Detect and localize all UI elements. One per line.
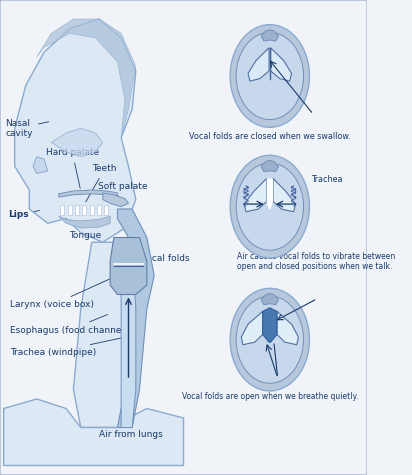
Bar — [104, 205, 108, 215]
Polygon shape — [73, 242, 132, 428]
Text: Vocal folds: Vocal folds — [133, 255, 190, 263]
Text: Trachea (windpipe): Trachea (windpipe) — [10, 338, 122, 357]
Bar — [75, 205, 79, 215]
Polygon shape — [15, 19, 136, 242]
Text: Esophagus (food channel): Esophagus (food channel) — [10, 314, 128, 334]
Polygon shape — [241, 312, 263, 345]
Text: Larynx (voice box): Larynx (voice box) — [10, 276, 115, 309]
Text: Air from lungs: Air from lungs — [99, 405, 163, 439]
Polygon shape — [273, 179, 295, 212]
Polygon shape — [267, 179, 273, 209]
Circle shape — [236, 163, 304, 250]
Bar — [89, 205, 94, 215]
Bar — [97, 205, 101, 215]
Text: Soft palate: Soft palate — [98, 182, 148, 200]
Circle shape — [230, 25, 309, 127]
Polygon shape — [4, 399, 184, 466]
Polygon shape — [261, 161, 279, 172]
Polygon shape — [277, 312, 298, 345]
Text: Tongue: Tongue — [69, 223, 101, 239]
Bar — [82, 205, 86, 215]
Text: Hard palate: Hard palate — [46, 149, 99, 188]
Bar — [68, 205, 72, 215]
Text: Vocal folds are open when we breathe quietly.: Vocal folds are open when we breathe qui… — [182, 392, 358, 401]
Polygon shape — [103, 193, 129, 207]
Polygon shape — [33, 157, 48, 173]
Circle shape — [236, 296, 304, 383]
Text: Lips: Lips — [8, 210, 40, 219]
Circle shape — [230, 288, 309, 391]
Polygon shape — [59, 216, 110, 228]
Polygon shape — [121, 247, 136, 428]
Polygon shape — [59, 190, 117, 197]
Text: Trachea: Trachea — [311, 175, 342, 183]
Polygon shape — [248, 48, 269, 81]
Polygon shape — [37, 19, 136, 138]
Text: Vocal folds are closed when we swallow.: Vocal folds are closed when we swallow. — [189, 132, 351, 141]
Text: Teeth: Teeth — [86, 164, 117, 202]
Text: Air causes vocal folds to vibrate between
open and closed positions when we talk: Air causes vocal folds to vibrate betwee… — [237, 252, 395, 271]
Polygon shape — [271, 48, 292, 81]
FancyBboxPatch shape — [0, 0, 367, 475]
Circle shape — [236, 32, 304, 120]
Bar — [60, 205, 64, 215]
Polygon shape — [110, 238, 147, 294]
Text: Nasal
cavity: Nasal cavity — [5, 119, 49, 138]
Polygon shape — [263, 308, 277, 342]
Polygon shape — [261, 30, 279, 41]
Polygon shape — [244, 179, 267, 212]
Polygon shape — [261, 294, 279, 305]
Circle shape — [230, 155, 309, 258]
Polygon shape — [117, 209, 154, 428]
Polygon shape — [52, 128, 103, 157]
